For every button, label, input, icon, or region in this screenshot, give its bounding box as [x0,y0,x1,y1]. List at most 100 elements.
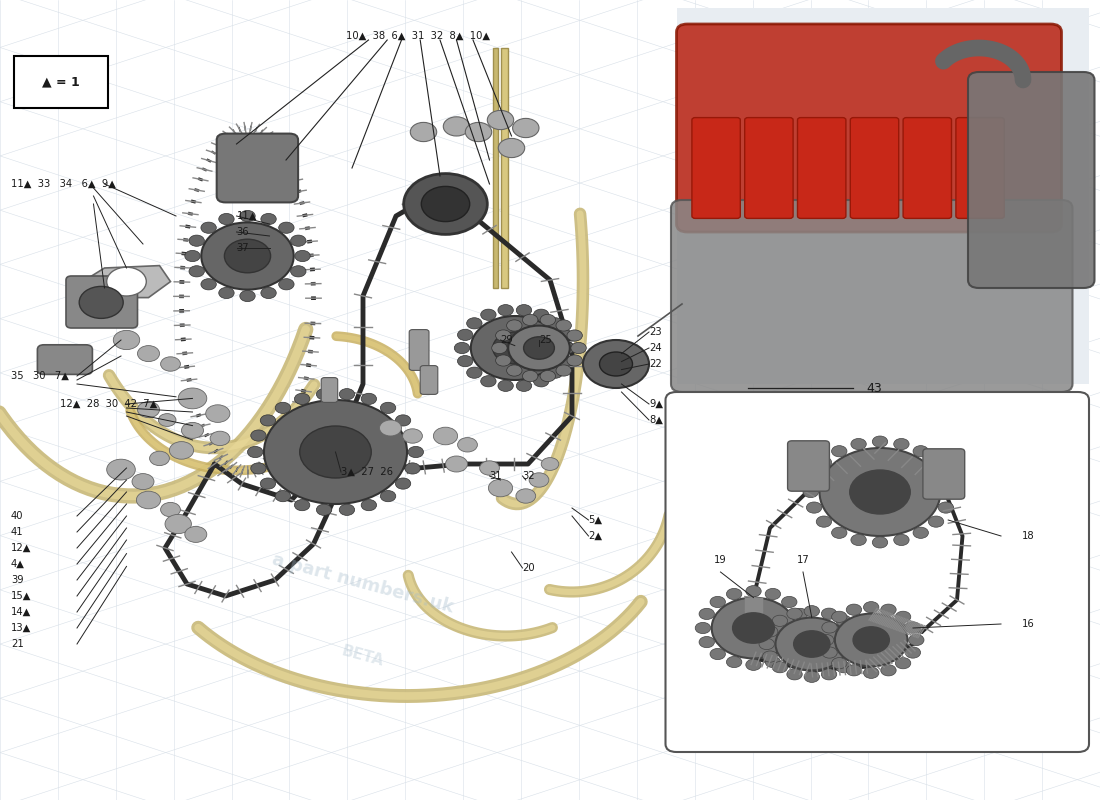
FancyBboxPatch shape [956,118,1004,218]
Circle shape [854,627,889,653]
Text: 22: 22 [649,359,662,369]
Circle shape [822,608,837,619]
Text: 32: 32 [522,471,535,481]
Circle shape [251,430,266,441]
FancyBboxPatch shape [745,118,793,218]
FancyBboxPatch shape [409,330,429,370]
Circle shape [481,309,496,320]
Circle shape [712,598,795,658]
Circle shape [836,662,851,673]
Circle shape [548,367,563,378]
Circle shape [210,431,230,446]
Circle shape [762,651,778,662]
Circle shape [759,638,774,650]
Text: 12▲  28  30  42  7▲: 12▲ 28 30 42 7▲ [60,399,158,409]
Text: 3▲  27  26: 3▲ 27 26 [341,467,393,477]
Circle shape [295,394,310,405]
Circle shape [600,352,632,376]
Circle shape [846,626,861,637]
Circle shape [700,637,715,648]
Circle shape [381,402,396,414]
Circle shape [806,502,822,513]
Circle shape [818,634,834,646]
Circle shape [465,122,492,142]
Circle shape [832,611,847,622]
Circle shape [851,534,867,546]
FancyBboxPatch shape [676,24,1062,232]
Circle shape [846,665,861,676]
Text: 2▲: 2▲ [588,531,603,541]
Circle shape [832,527,847,538]
Text: 24: 24 [649,343,661,353]
Circle shape [361,499,376,510]
Circle shape [275,490,290,502]
Circle shape [710,596,725,607]
Text: 25: 25 [539,335,552,345]
Text: 19: 19 [714,555,727,565]
Circle shape [846,651,861,662]
Circle shape [201,222,294,290]
Text: ▲ = 1: ▲ = 1 [42,75,80,89]
FancyBboxPatch shape [37,345,92,374]
Circle shape [726,589,741,600]
Circle shape [454,342,470,354]
FancyBboxPatch shape [903,118,952,218]
Circle shape [317,504,332,515]
Circle shape [138,402,160,418]
Circle shape [766,656,781,667]
Circle shape [710,649,725,660]
Text: 8▲: 8▲ [649,415,663,425]
Text: 9▲: 9▲ [649,399,663,409]
Circle shape [206,405,230,422]
Circle shape [466,367,482,378]
Circle shape [317,389,332,400]
Circle shape [496,355,512,366]
Circle shape [864,667,879,678]
Circle shape [820,448,940,536]
Circle shape [864,602,879,613]
Circle shape [541,458,559,470]
Circle shape [496,330,512,341]
Circle shape [835,614,907,666]
Circle shape [806,471,822,482]
Text: 29: 29 [500,335,514,345]
Circle shape [261,214,276,225]
Circle shape [290,266,306,277]
Circle shape [182,422,204,438]
Circle shape [905,622,921,633]
Circle shape [560,342,575,354]
Circle shape [909,634,924,646]
Text: 15▲: 15▲ [11,591,32,601]
Circle shape [275,402,290,414]
Circle shape [493,332,537,364]
Circle shape [150,451,169,466]
Circle shape [433,427,458,445]
Circle shape [410,122,437,142]
Circle shape [379,420,401,436]
Circle shape [846,604,861,615]
Circle shape [158,414,176,426]
Text: 16: 16 [1022,619,1035,629]
Circle shape [161,502,180,517]
Circle shape [796,622,812,634]
Circle shape [816,457,832,468]
Circle shape [219,214,234,225]
Circle shape [278,222,294,234]
Circle shape [938,471,954,482]
Circle shape [295,250,310,262]
Circle shape [746,659,761,670]
Circle shape [488,479,513,497]
Circle shape [832,658,847,669]
Text: 35   30   7▲: 35 30 7▲ [11,371,69,381]
Circle shape [822,669,837,680]
Circle shape [240,290,255,302]
Circle shape [138,346,160,362]
Circle shape [264,400,407,504]
Circle shape [161,357,180,371]
Circle shape [278,278,294,290]
Circle shape [893,534,909,546]
Circle shape [782,649,797,660]
Circle shape [832,446,847,457]
Text: 23: 23 [649,327,661,337]
Circle shape [776,618,848,670]
